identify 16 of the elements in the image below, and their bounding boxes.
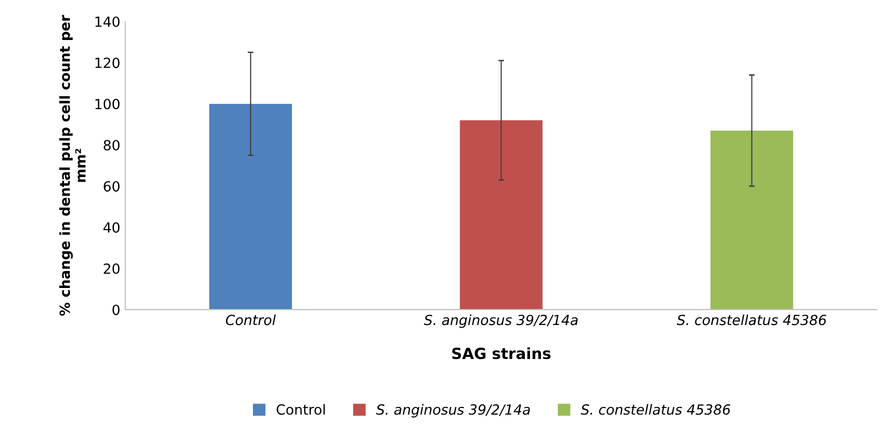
x-tick-label: Control [226, 314, 276, 326]
x-tick-label: S. anginosus 39/2/14a [424, 314, 578, 328]
y-tick-label: 120 [95, 58, 120, 68]
y-tick-label: 60 [104, 181, 120, 192]
legend-label: Control [276, 404, 325, 415]
y-tick-label: 80 [104, 140, 120, 150]
x-axis-title: SAG strains [452, 347, 551, 360]
y-tick-label: 20 [104, 263, 120, 274]
y-axis-title: % change in dental pulp cell count per mm² [59, 14, 86, 316]
legend-label: S. constellatus 45386 [580, 404, 730, 415]
y-tick-label: 0 [112, 304, 120, 316]
y-tick-label: 140 [95, 16, 120, 27]
x-tick-label: S. constellatus 45386 [676, 314, 826, 326]
legend-label: S. anginosus 39/2/14a [376, 404, 530, 418]
y-tick-label: 40 [103, 222, 120, 233]
y-tick-label: 100 [95, 98, 120, 110]
